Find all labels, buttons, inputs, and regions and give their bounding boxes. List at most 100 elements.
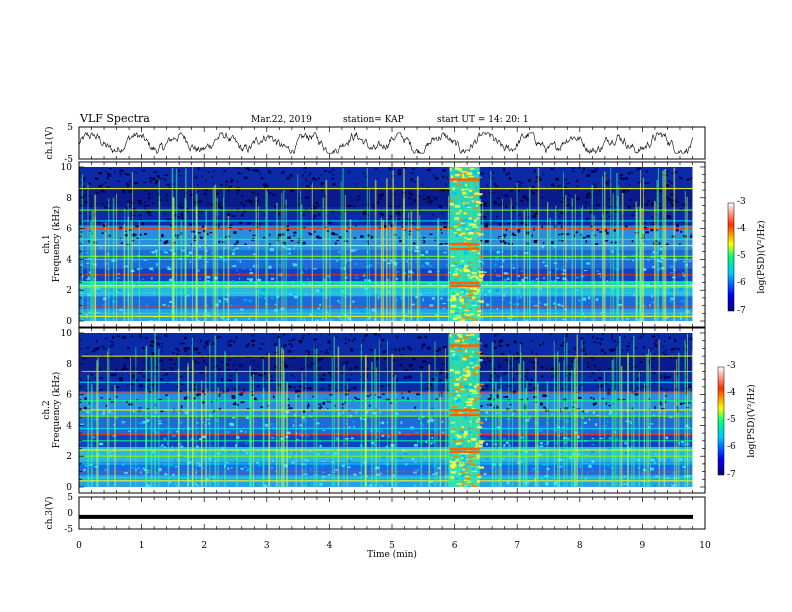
- burst-speckle: [467, 427, 471, 430]
- spectral-spike: [375, 367, 377, 487]
- spectral-spike: [368, 188, 370, 321]
- burst-speckle: [474, 397, 480, 401]
- burst-speckle: [460, 388, 465, 391]
- spectral-spike: [613, 357, 615, 487]
- speckle: [558, 466, 563, 468]
- speckle: [484, 195, 486, 198]
- speckle: [629, 183, 631, 187]
- speckle: [650, 347, 654, 349]
- speckle: [378, 227, 382, 229]
- speckle: [627, 172, 630, 175]
- spectral-band: [79, 400, 693, 402]
- speckle: [410, 172, 414, 174]
- spectral-spike: [389, 224, 391, 321]
- speckle: [88, 257, 91, 260]
- speckle: [344, 342, 347, 345]
- speckle: [431, 297, 435, 300]
- speckle: [629, 421, 632, 424]
- speckle: [508, 177, 512, 180]
- speckle: [541, 375, 544, 378]
- speckle: [227, 379, 230, 381]
- spectral-band: [79, 286, 693, 288]
- speckle: [541, 225, 543, 229]
- speckle: [109, 346, 113, 348]
- speckle: [334, 234, 338, 236]
- speckle: [244, 466, 248, 468]
- burst-speckle: [450, 310, 455, 313]
- speckle: [231, 467, 233, 469]
- speckle: [196, 482, 199, 485]
- burst-speckle: [476, 473, 481, 477]
- speckle: [568, 376, 570, 379]
- speckle: [186, 207, 189, 210]
- speckle: [94, 466, 98, 468]
- speckle: [85, 189, 88, 191]
- speckle: [240, 201, 243, 205]
- speckle: [497, 333, 499, 336]
- speckle: [196, 445, 199, 449]
- speckle: [591, 469, 594, 472]
- speckle: [611, 334, 613, 338]
- speckle: [421, 416, 425, 418]
- burst-speckle: [478, 346, 481, 348]
- burst-speckle: [467, 396, 472, 399]
- spectral-spike: [87, 183, 89, 321]
- speckle: [669, 299, 673, 303]
- speckle: [203, 313, 206, 316]
- spectral-spike: [138, 220, 140, 321]
- speckle: [590, 356, 594, 359]
- speckle: [562, 277, 567, 280]
- speckle: [395, 278, 399, 280]
- speckle: [555, 340, 558, 344]
- speckle: [631, 214, 635, 217]
- speckle: [199, 478, 203, 480]
- burst-speckle: [471, 170, 477, 174]
- speckle: [333, 451, 337, 455]
- spectral-spike: [333, 336, 335, 487]
- spectral-spike: [508, 354, 510, 487]
- speckle: [600, 188, 603, 192]
- speckle: [236, 269, 238, 272]
- speckle: [364, 334, 368, 337]
- speckle: [441, 460, 444, 463]
- speckle: [380, 369, 383, 371]
- speckle: [670, 288, 674, 292]
- speckle: [111, 341, 114, 344]
- spectral-band: [79, 480, 693, 482]
- speckle: [514, 187, 518, 189]
- speckle: [444, 243, 448, 245]
- speckle: [80, 423, 84, 426]
- speckle: [658, 190, 663, 193]
- speckle: [364, 336, 366, 338]
- speckle: [421, 346, 424, 350]
- speckle: [90, 204, 92, 208]
- speckle: [547, 417, 551, 419]
- speckle: [366, 395, 370, 397]
- speckle: [425, 382, 429, 385]
- spectral-spike: [534, 357, 537, 487]
- speckle: [652, 371, 656, 374]
- burst-speckle: [477, 475, 482, 479]
- speckle: [167, 267, 172, 271]
- speckle: [287, 398, 290, 401]
- speckle: [166, 218, 171, 222]
- spectral-spike: [591, 185, 593, 321]
- spectral-spike: [386, 178, 388, 321]
- speckle: [606, 184, 609, 186]
- speckle: [589, 376, 592, 378]
- speckle: [259, 172, 261, 175]
- burst-speckle: [459, 429, 464, 431]
- speckle: [593, 397, 595, 401]
- speckle: [429, 199, 434, 202]
- speckle: [380, 472, 383, 475]
- speckle: [576, 197, 580, 200]
- speckle: [142, 278, 145, 280]
- speckle: [367, 214, 369, 216]
- y-tick-label: 4: [66, 421, 72, 431]
- speckle: [562, 341, 566, 344]
- speckle: [587, 361, 589, 365]
- speckle: [189, 260, 192, 264]
- speckle: [588, 169, 590, 172]
- speckle: [654, 344, 658, 348]
- speckle: [326, 452, 329, 454]
